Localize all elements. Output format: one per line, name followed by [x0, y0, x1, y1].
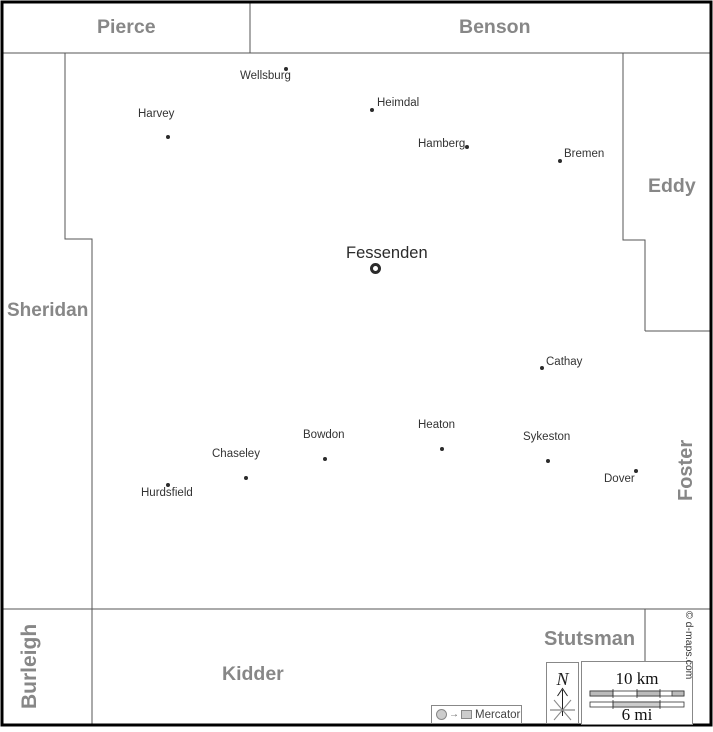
svg-text:6 mi: 6 mi	[622, 705, 653, 724]
svg-text:10 km: 10 km	[616, 669, 659, 688]
svg-text:N: N	[555, 669, 569, 689]
